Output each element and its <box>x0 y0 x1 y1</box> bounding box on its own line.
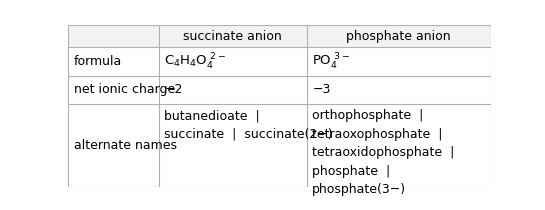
Bar <box>307 25 490 47</box>
Bar <box>159 25 307 47</box>
Bar <box>307 47 490 76</box>
Text: butanedioate  |
succinate  |  succinate(2−): butanedioate | succinate | succinate(2−) <box>165 109 333 141</box>
Text: phosphate anion: phosphate anion <box>346 30 451 43</box>
Bar <box>68 25 159 47</box>
Text: succinate anion: succinate anion <box>184 30 282 43</box>
Bar <box>159 47 307 76</box>
Text: net ionic charge: net ionic charge <box>74 83 175 96</box>
Text: formula: formula <box>74 55 122 68</box>
Text: −3: −3 <box>312 83 331 96</box>
Text: alternate names: alternate names <box>74 139 177 152</box>
Text: −2: −2 <box>165 83 183 96</box>
Bar <box>68 47 159 76</box>
Bar <box>307 76 490 104</box>
Text: $\mathregular{C_4H_4O_4^{\ 2-}}$: $\mathregular{C_4H_4O_4^{\ 2-}}$ <box>165 51 226 72</box>
Bar <box>307 104 490 187</box>
Text: $\mathregular{PO_4^{\ 3-}}$: $\mathregular{PO_4^{\ 3-}}$ <box>312 51 350 72</box>
Bar <box>159 104 307 187</box>
Bar <box>68 76 159 104</box>
Text: orthophosphate  |
tetraoxophosphate  |
tetraoxidophosphate  |
phosphate  |
phosp: orthophosphate | tetraoxophosphate | tet… <box>312 109 455 196</box>
Bar <box>68 104 159 187</box>
Bar <box>159 76 307 104</box>
